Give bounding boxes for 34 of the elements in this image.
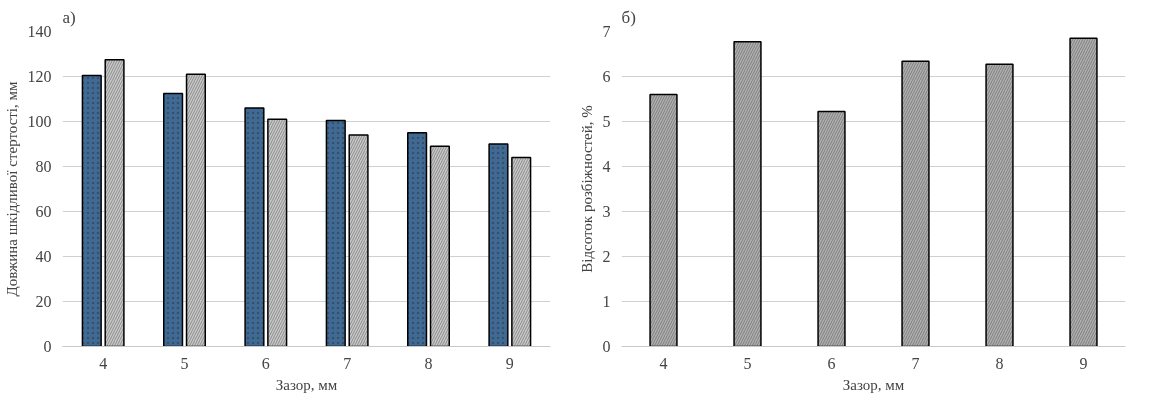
y-tick-label: 7 — [602, 23, 611, 40]
y-tick-label: 140 — [27, 23, 52, 40]
x-tick-label: 5 — [743, 354, 752, 372]
x-tick-label: 8 — [424, 354, 433, 372]
y-tick-label: 2 — [602, 248, 611, 265]
y-tick-label: 60 — [35, 203, 52, 220]
y-tick-label: 80 — [35, 158, 52, 175]
y-tick-label: 3 — [602, 203, 611, 220]
y-tick-label: 0 — [602, 338, 611, 355]
x-tick-label: 6 — [827, 354, 836, 372]
y-tick-label: 0 — [43, 338, 52, 355]
x-tick-label: 6 — [261, 354, 270, 372]
x-tick-label: 5 — [180, 354, 189, 372]
chart-title: а) — [62, 7, 76, 27]
y-tick-label: 40 — [35, 248, 52, 265]
x-tick-label: 8 — [995, 354, 1004, 372]
x-tick-label: 9 — [1079, 354, 1088, 372]
y-tick-label: 120 — [27, 68, 52, 85]
x-axis-title: Зазор, мм — [275, 376, 338, 393]
chart-title: б) — [621, 7, 636, 27]
y-tick-label: 1 — [602, 293, 611, 310]
y-tick-label: 6 — [602, 68, 611, 85]
x-tick-label: 9 — [505, 354, 514, 372]
y-tick-label: 4 — [602, 158, 611, 175]
x-axis-title: Зазор, мм — [842, 376, 905, 393]
y-axis-title: Довжина шкідливої стертості, мм — [3, 80, 20, 297]
x-tick-label: 7 — [911, 354, 920, 372]
x-tick-label: 7 — [343, 354, 352, 372]
y-tick-label: 20 — [35, 293, 52, 310]
y-tick-label: 100 — [27, 113, 52, 130]
x-tick-label: 4 — [659, 354, 668, 372]
x-tick-label: 4 — [99, 354, 108, 372]
y-tick-label: 5 — [602, 113, 611, 130]
y-axis-title: Відсоток розбіжностей, % — [578, 105, 595, 273]
